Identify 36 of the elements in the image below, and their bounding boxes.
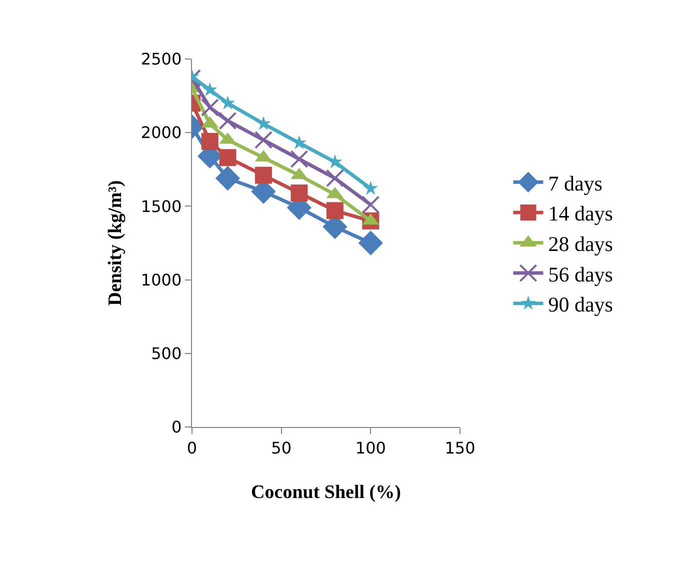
y-axis-title: Density (kg/m³) <box>104 180 126 306</box>
point <box>362 196 380 214</box>
point <box>201 132 218 150</box>
y-tick-label: 2000 <box>140 123 182 142</box>
point <box>290 184 308 202</box>
point <box>220 95 236 110</box>
point <box>326 169 344 188</box>
point <box>328 154 342 168</box>
y-tick-label: 500 <box>151 344 182 363</box>
y-tick-label: 0 <box>171 418 182 437</box>
point <box>218 112 237 130</box>
x-tick-label: 0 <box>186 438 198 458</box>
x-tick-label: 150 <box>444 438 476 458</box>
y-tick-label: 2500 <box>140 50 182 69</box>
point <box>292 135 307 150</box>
x-tick-label: 100 <box>355 438 386 458</box>
legend-label: 14 days <box>548 202 613 226</box>
point <box>290 150 308 168</box>
point <box>254 166 272 184</box>
y-tick-label: 1500 <box>140 196 182 216</box>
point <box>219 149 236 166</box>
x-tick-label: 50 <box>271 438 292 458</box>
point <box>358 230 384 256</box>
legend-label: 28 days <box>548 232 613 256</box>
point <box>254 130 272 149</box>
legend-label: 90 days <box>548 292 613 317</box>
legend-label: 56 days <box>548 262 613 286</box>
point <box>326 202 344 220</box>
x-axis-title: Coconut Shell (%) <box>251 482 401 504</box>
point <box>202 82 218 96</box>
y-tick-label: 1000 <box>140 270 182 290</box>
point <box>363 180 378 195</box>
point <box>256 116 271 130</box>
point <box>200 98 219 117</box>
legend-label: 7 days <box>548 171 602 196</box>
point <box>215 166 240 191</box>
